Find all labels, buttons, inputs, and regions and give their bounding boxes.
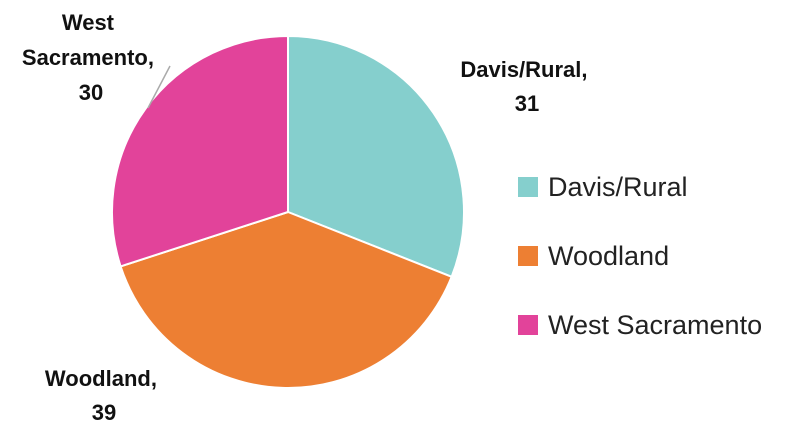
west-sacramento-leader-line: [147, 65, 171, 109]
data-label-davis-rural: Davis/Rural, 31: [460, 57, 593, 116]
pie-slice-woodland: [119, 210, 453, 389]
pie-slices: [111, 34, 465, 389]
legend-item-woodland: Woodland: [518, 241, 762, 271]
data-label-davis-rural-name: Davis/Rural,: [460, 57, 587, 82]
legend-label-woodland: Woodland: [548, 240, 670, 271]
data-label-woodland-name: Woodland,: [45, 366, 157, 391]
data-label-west-sacramento-value: 30: [79, 80, 103, 105]
data-label-west-sacramento: West Sacramento, 30: [22, 10, 160, 105]
legend-item-west-sacramento: West Sacramento: [518, 310, 762, 340]
data-label-west-sacramento-name-line1: West: [62, 10, 115, 35]
legend: Davis/Rural Woodland West Sacramento: [518, 172, 762, 379]
legend-swatch-woodland: [518, 246, 538, 266]
pie-slice-davis-rural: [287, 34, 465, 279]
pie-slice-west-sacramento: [111, 34, 289, 268]
legend-label-davis-rural: Davis/Rural: [548, 171, 688, 202]
data-label-woodland: Woodland, 39: [45, 366, 163, 425]
legend-swatch-west-sacramento: [518, 315, 538, 335]
data-label-woodland-value: 39: [92, 400, 116, 425]
legend-swatch-davis-rural: [518, 177, 538, 197]
data-label-west-sacramento-name-line2: Sacramento,: [22, 45, 154, 70]
data-label-davis-rural-value: 31: [515, 91, 539, 116]
legend-label-west-sacramento: West Sacramento: [548, 309, 763, 340]
legend-item-davis-rural: Davis/Rural: [518, 172, 762, 202]
